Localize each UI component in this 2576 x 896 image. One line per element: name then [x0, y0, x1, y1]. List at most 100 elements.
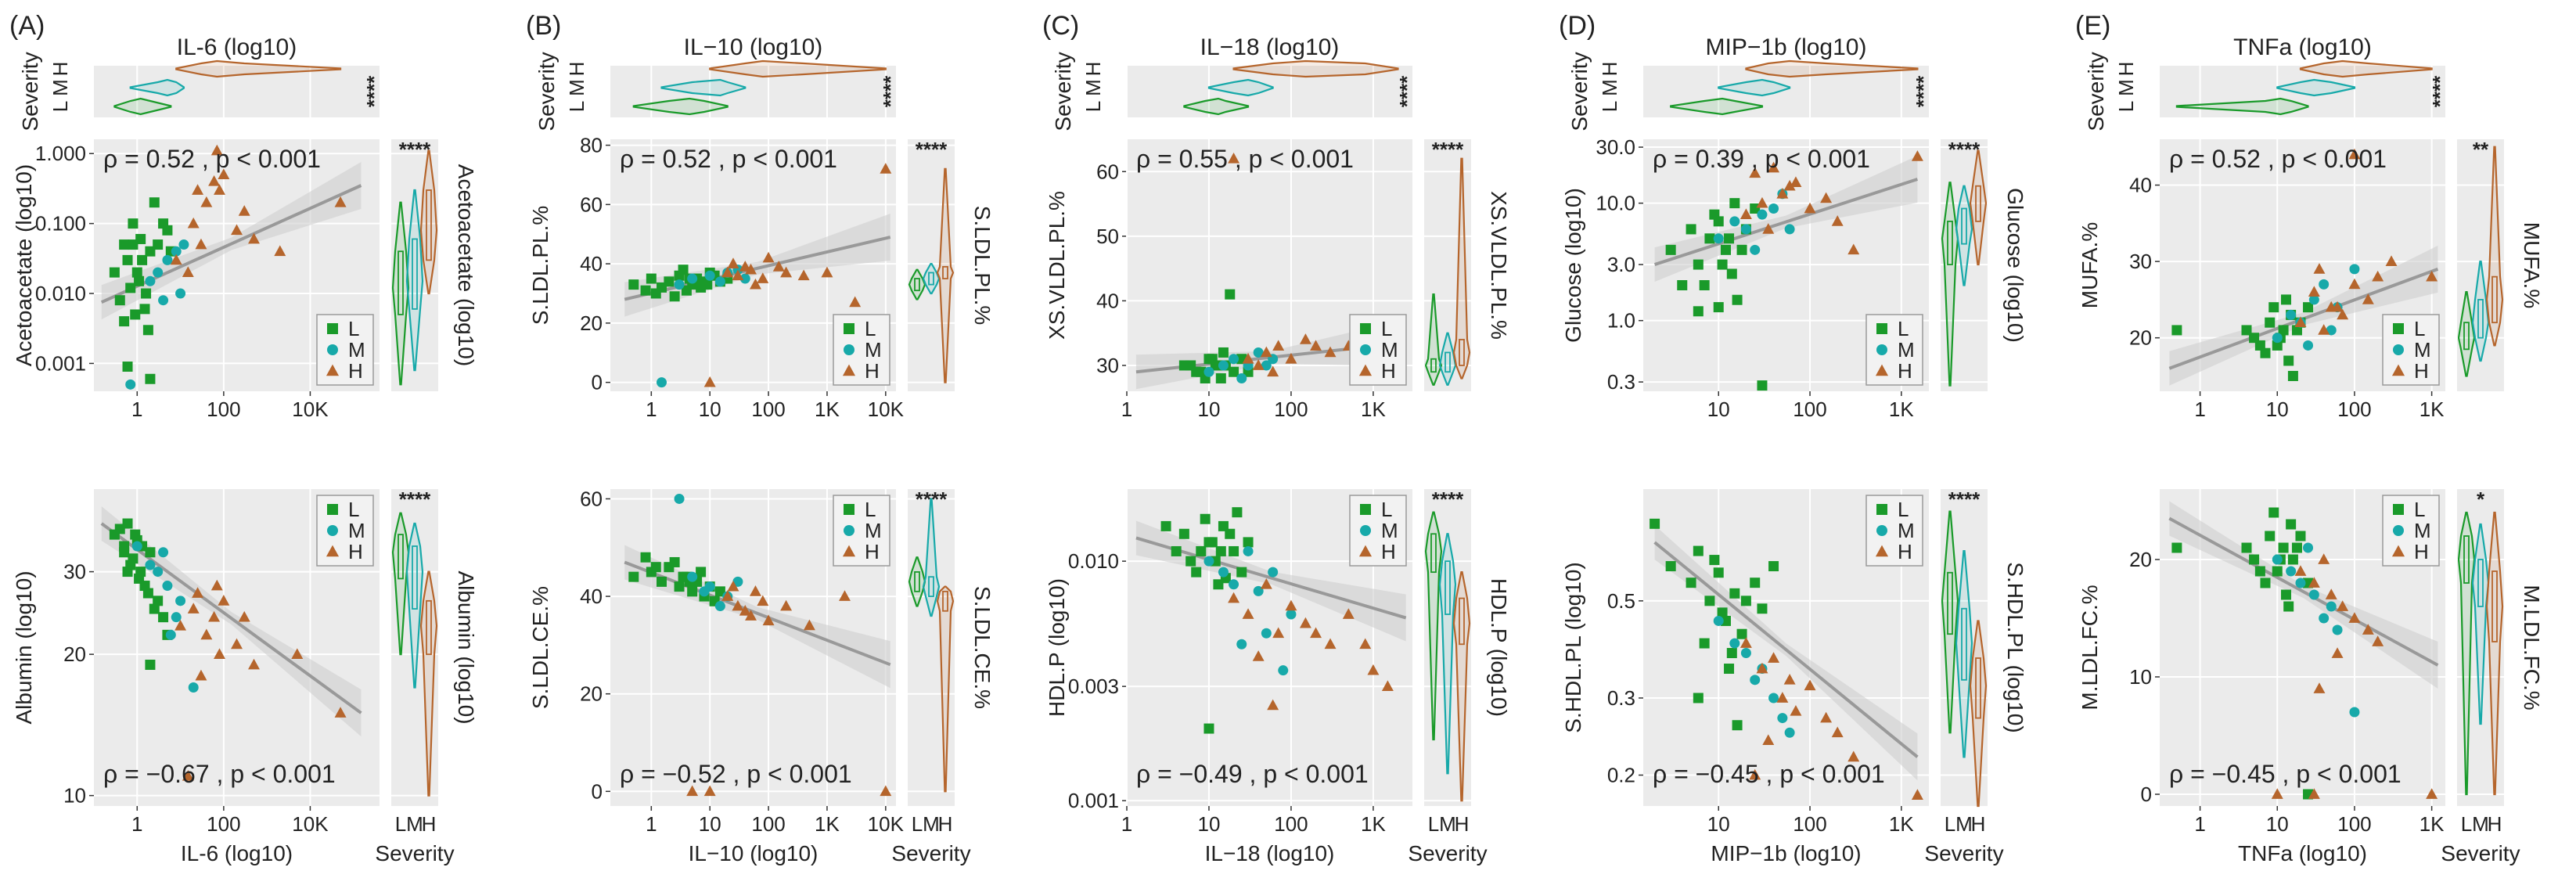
violin-h	[936, 167, 955, 383]
scatter-row-1: 0.001 0.010 0.100 1.000 1 100 10K ρ = 0.52 , p …	[12, 138, 478, 421]
x-tick-label: 1K	[2419, 812, 2445, 836]
panel-label: (E)	[2075, 11, 2110, 41]
box-m	[1961, 207, 1967, 245]
data-point-h	[214, 184, 225, 195]
top-marginal: Severity LMH ****	[1567, 52, 1935, 131]
right-axis-label: Albumin (log10)	[454, 570, 478, 724]
data-point-l	[1729, 588, 1740, 599]
legend-label: L	[2414, 498, 2425, 521]
legend-label: H	[2414, 540, 2429, 563]
data-point-l	[1225, 289, 1236, 300]
data-point-h	[1820, 711, 1833, 723]
x-tick-label: 100	[1793, 812, 1826, 836]
data-point-h	[1831, 215, 1844, 226]
data-point-m	[153, 267, 164, 278]
panel-b: (B)IL−10 (log10)Severity LMH****020406080…	[526, 11, 995, 865]
data-point-l	[139, 304, 150, 315]
data-point-h	[821, 266, 833, 278]
legend-label: M	[1898, 519, 1915, 542]
legend-marker-m	[327, 344, 338, 355]
severity-tick: L	[1598, 101, 1621, 112]
regression-line	[624, 236, 891, 301]
correlation-stat: ρ = 0.52 , p < 0.001	[2169, 145, 2387, 173]
x-tick-label: 1K	[2419, 398, 2445, 421]
box-h	[1975, 657, 1981, 719]
y-tick-label: 0.3	[1607, 370, 1635, 394]
scatter-row-1: 20 30 40 1 10 100 1K ρ = 0.52 , p < 0.001 LMH MUF…	[2078, 138, 2544, 421]
data-point-m	[1729, 638, 1740, 649]
right-marginal: **** Acetoacetate (log10)	[391, 138, 478, 391]
data-point-m	[714, 276, 725, 287]
data-point-h	[291, 648, 304, 660]
data-point-h	[880, 785, 892, 797]
legend-label: H	[1898, 359, 1912, 383]
box-h	[2491, 570, 2498, 642]
data-point-l	[2260, 347, 2271, 358]
data-point-l	[1200, 513, 1211, 524]
data-point-h	[745, 610, 757, 621]
data-point-l	[2260, 578, 2271, 588]
data-point-h	[762, 251, 775, 263]
legend-label: M	[1381, 519, 1398, 542]
data-point-l	[1665, 244, 1676, 255]
legend-marker-l	[2393, 323, 2404, 334]
violin-l	[908, 556, 926, 607]
severity-tick: H	[1081, 62, 1105, 77]
data-point-l	[2291, 325, 2302, 336]
data-point-m	[1203, 556, 1214, 567]
data-point-m	[2272, 333, 2283, 344]
severity-tick: M	[565, 79, 588, 96]
severity-axis-label: Severity	[891, 841, 970, 865]
data-point-l	[128, 239, 139, 250]
data-point-m	[1713, 233, 1724, 244]
data-point-l	[1215, 372, 1226, 383]
data-point-l	[1724, 664, 1735, 675]
violin-m	[922, 498, 941, 617]
data-point-h	[703, 376, 716, 387]
legend-marker-m	[844, 344, 854, 355]
data-point-m	[699, 586, 710, 597]
data-point-l	[1203, 723, 1214, 734]
legend-label: M	[1898, 338, 1915, 362]
data-point-h	[739, 604, 751, 616]
data-point-h	[1252, 359, 1265, 370]
data-point-l	[128, 218, 139, 229]
severity-tick: L	[912, 812, 923, 836]
data-point-h	[238, 205, 250, 216]
data-point-m	[674, 279, 685, 290]
y-tick-label: 0.003	[1068, 675, 1119, 698]
data-point-h	[1260, 346, 1272, 358]
box-h	[1459, 339, 1465, 366]
data-point-l	[1185, 556, 1196, 567]
data-point-l	[1736, 244, 1747, 255]
panel-title: IL−18 (log10)	[1200, 34, 1340, 60]
significance-stars: ****	[916, 138, 948, 161]
severity-axis-label: Severity	[2441, 841, 2520, 865]
severity-tick: M	[1081, 79, 1105, 96]
violin-m	[2471, 523, 2490, 725]
data-point-h	[2313, 682, 2326, 693]
box-l	[914, 278, 920, 292]
legend-label: H	[2414, 359, 2429, 383]
y-tick-label: 20	[2129, 548, 2152, 571]
right-axis-label: HDL.P (log10)	[1487, 578, 1511, 717]
data-point-m	[158, 547, 169, 558]
legend: LMH	[2382, 314, 2440, 386]
top-marginal: Severity LMH ****	[534, 52, 902, 131]
data-point-l	[2254, 340, 2265, 351]
panel-d: (D)MIP−1b (log10)Severity LMH****0.31.03.…	[1559, 11, 2027, 865]
data-point-l	[137, 254, 148, 265]
data-point-l	[714, 586, 725, 597]
legend: LMH	[1349, 495, 1407, 567]
confidence-band	[101, 506, 362, 737]
confidence-band	[2169, 245, 2438, 386]
y-tick-label: 10.0	[1596, 192, 1635, 215]
legend-box	[1865, 495, 1923, 567]
box-l	[2463, 322, 2470, 351]
x-tick-label: 10	[699, 812, 721, 836]
violin-m	[2471, 261, 2490, 362]
y-tick-label: 20	[63, 642, 86, 666]
data-point-l	[153, 596, 164, 606]
y-axis-label: S.HDL.PL (log10)	[1561, 562, 1585, 732]
